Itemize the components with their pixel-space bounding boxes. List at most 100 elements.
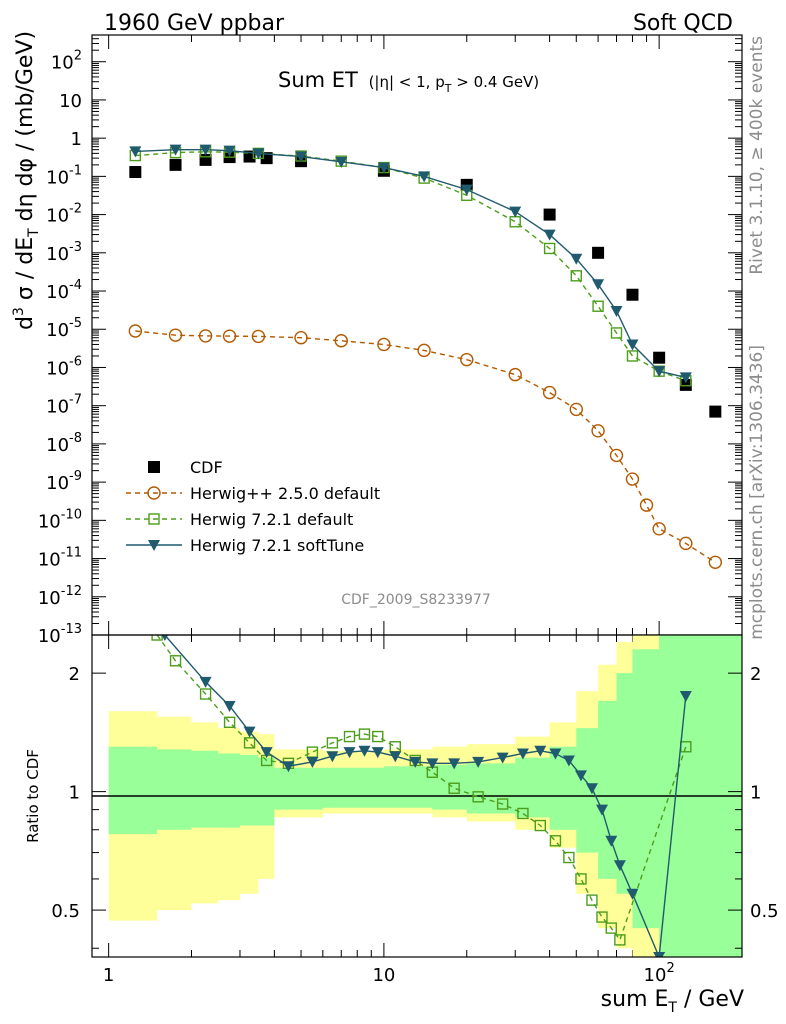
point-herwigpp bbox=[460, 352, 474, 367]
ratio-series-group bbox=[151, 635, 692, 957]
point-herwigpp bbox=[128, 324, 143, 338]
ratio-y-tick-label-right: 1 bbox=[750, 783, 761, 804]
ratio-point-soft bbox=[562, 755, 575, 767]
point-cdf bbox=[679, 378, 692, 391]
ratio-point-soft bbox=[626, 888, 639, 900]
top-ylabel: d3 σ / dET dη dφ / (mb/GeV) bbox=[11, 31, 42, 330]
point-cdf bbox=[626, 288, 639, 301]
point-herwigpp bbox=[168, 328, 183, 342]
point-cdf bbox=[653, 351, 666, 364]
top-y-tick-label: 10 bbox=[59, 91, 82, 112]
point-soft bbox=[335, 156, 348, 168]
ratio-point-soft bbox=[595, 804, 608, 816]
ratio-point-soft bbox=[282, 761, 295, 773]
point-herwigpp bbox=[639, 498, 654, 512]
ratio-point-soft bbox=[243, 726, 256, 738]
ratio-point-soft bbox=[534, 745, 547, 757]
point-herwigpp bbox=[417, 343, 431, 358]
ratio-point-soft bbox=[585, 783, 598, 795]
ratio-point-h721 bbox=[358, 728, 371, 740]
top-axes: 10210110-110-210-310-410-510-610-710-810… bbox=[38, 34, 743, 957]
point-herwigpp bbox=[294, 331, 308, 345]
x-tick-labels: 1 10 102 bbox=[103, 961, 675, 986]
ratio-y-tick-label: 2 bbox=[69, 664, 80, 685]
legend-label-cdf: CDF bbox=[190, 458, 223, 477]
ratio-point-soft bbox=[409, 756, 422, 768]
point-herwigpp bbox=[508, 367, 522, 382]
point-h721 bbox=[570, 270, 582, 282]
point-soft bbox=[460, 184, 473, 196]
point-soft bbox=[169, 144, 182, 156]
ratio-point-soft bbox=[358, 745, 371, 757]
ratio-point-soft bbox=[326, 751, 339, 763]
top-y-tick-label: 10-12 bbox=[38, 584, 82, 609]
legend-marker-soft bbox=[148, 540, 160, 551]
ratio-point-soft bbox=[605, 835, 618, 847]
top-y-tick-label: 10-7 bbox=[46, 393, 82, 418]
top-y-tick-label: 10-9 bbox=[46, 469, 82, 494]
header-right: Soft QCD bbox=[633, 11, 733, 36]
analysis-watermark: CDF_2009_S8233977 bbox=[341, 592, 490, 608]
point-herwigpp bbox=[222, 329, 237, 343]
point-soft bbox=[295, 151, 308, 163]
ratio-point-h721 bbox=[243, 737, 256, 749]
point-cdf bbox=[199, 153, 212, 166]
point-soft bbox=[570, 253, 583, 265]
ratio-point-h721 bbox=[563, 851, 575, 864]
top-y-tick-label: 10-6 bbox=[46, 354, 82, 379]
top-y-tick-label: 10-11 bbox=[38, 546, 82, 571]
top-y-tick-label: 1 bbox=[71, 129, 82, 150]
x-tick-label: 10 bbox=[372, 965, 395, 986]
point-herwigpp bbox=[251, 329, 266, 344]
ratio-point-soft bbox=[613, 860, 626, 872]
point-soft bbox=[626, 339, 639, 351]
ratio-point-h721 bbox=[496, 798, 509, 810]
legend-marker-cdf bbox=[148, 461, 160, 473]
top-y-tick-label: 10-4 bbox=[46, 278, 82, 303]
legend-label-herwigpp: Herwig++ 2.5.0 default bbox=[190, 484, 380, 503]
ratio-point-soft bbox=[199, 676, 212, 688]
x-tick-label: 102 bbox=[644, 961, 675, 986]
point-herwigpp bbox=[652, 522, 666, 536]
ratio-point-h721 bbox=[343, 730, 356, 743]
ratio-ylabel: Ratio to CDF bbox=[24, 749, 42, 843]
ratio-y-tick-label-right: 2 bbox=[750, 664, 761, 685]
top-y-tick-label: 10-1 bbox=[46, 163, 82, 188]
point-herwigpp bbox=[708, 555, 723, 569]
ratio-point-h721 bbox=[223, 716, 236, 729]
point-soft bbox=[679, 372, 692, 384]
ratio-point-h721 bbox=[575, 873, 587, 885]
point-herwigpp bbox=[569, 402, 583, 417]
ratio-point-soft bbox=[472, 756, 485, 768]
ratio-point-h721 bbox=[517, 807, 529, 820]
top-y-tick-label: 10-2 bbox=[46, 202, 82, 227]
top-y-tick-label: 10-13 bbox=[38, 622, 82, 647]
ratio-point-soft bbox=[260, 747, 273, 759]
top-y-tick-label: 10-8 bbox=[46, 431, 82, 456]
ratio-point-soft bbox=[306, 756, 319, 768]
point-soft bbox=[129, 146, 142, 158]
ratio-y-tick-label-right: 0.5 bbox=[750, 901, 779, 922]
header-left: 1960 GeV ppbar bbox=[104, 11, 285, 36]
legend-label-soft: Herwig 7.2.1 softTune bbox=[190, 536, 364, 555]
point-cdf bbox=[169, 158, 182, 171]
ratio-point-h721 bbox=[169, 655, 182, 667]
point-soft bbox=[543, 229, 556, 241]
point-soft bbox=[610, 306, 623, 318]
ratio-point-h721 bbox=[549, 835, 562, 847]
ratio-point-h721 bbox=[614, 934, 626, 946]
ratio-line-h721 bbox=[156, 635, 687, 942]
x-tick-label: 1 bbox=[103, 965, 114, 986]
point-cdf bbox=[129, 166, 142, 179]
ratio-point-soft bbox=[574, 770, 587, 782]
point-herwigpp bbox=[377, 337, 391, 352]
point-soft bbox=[509, 206, 522, 218]
plot-title: Sum ET (|η| < 1, pT > 0.4 GeV) bbox=[278, 68, 539, 95]
ratio-point-soft bbox=[516, 748, 529, 760]
legend-label-h721: Herwig 7.2.1 default bbox=[190, 510, 353, 529]
ratio-point-h721 bbox=[372, 730, 384, 743]
point-herwigpp bbox=[198, 329, 213, 343]
point-cdf bbox=[709, 405, 722, 418]
ratio-y-tick-label: 0.5 bbox=[51, 901, 80, 922]
ratio-point-h721 bbox=[199, 688, 212, 700]
